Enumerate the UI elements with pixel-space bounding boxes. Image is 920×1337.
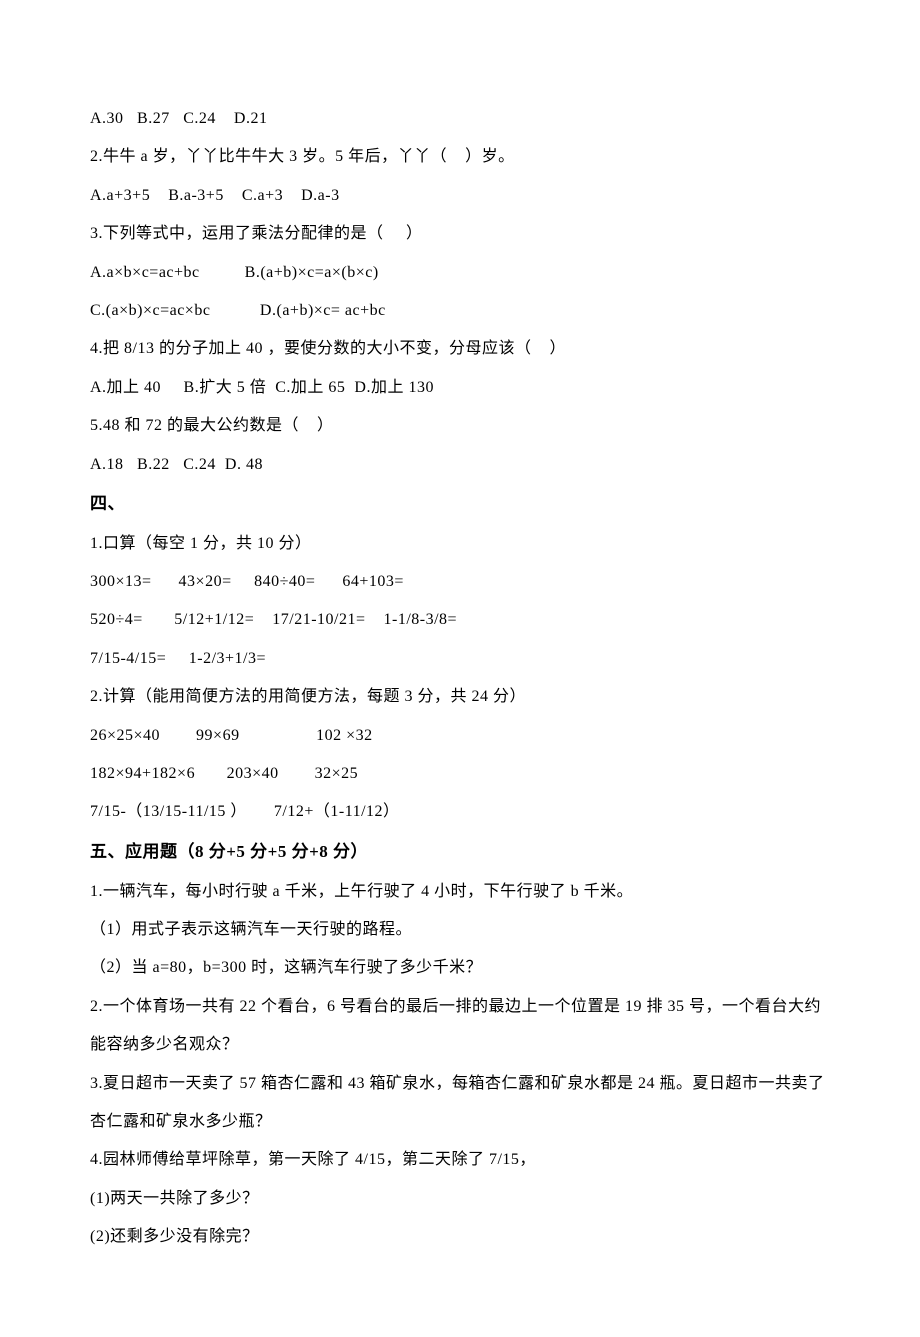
- word-q4-stem: 4.园林师傅给草坪除草，第一天除了 4/15，第二天除了 7/15，: [90, 1141, 830, 1179]
- calc-part1-row2: 520÷4= 5/12+1/12= 17/21-10/21= 1-1/8-3/8…: [90, 601, 830, 639]
- mc-q1-options: A.30 B.27 C.24 D.21: [90, 100, 830, 138]
- word-q1-sub2: （2）当 a=80，b=300 时，这辆汽车行驶了多少千米？: [90, 949, 830, 987]
- calc-part2-row1: 26×25×40 99×69 102 ×32: [90, 717, 830, 755]
- mc-q5-options: A.18 B.22 C.24 D. 48: [90, 446, 830, 484]
- calc-part2-title: 2.计算（能用简便方法的用简便方法，每题 3 分，共 24 分）: [90, 678, 830, 716]
- calc-part2-row3: 7/15-（13/15-11/15 ） 7/12+（1-11/12）: [90, 793, 830, 831]
- mc-q4-options: A.加上 40 B.扩大 5 倍 C.加上 65 D.加上 130: [90, 369, 830, 407]
- mc-q4-stem: 4.把 8/13 的分子加上 40 ，要使分数的大小不变，分母应该（ ）: [90, 330, 830, 368]
- word-q2: 2.一个体育场一共有 22 个看台，6 号看台的最后一排的最边上一个位置是 19…: [90, 988, 830, 1065]
- calc-part1-row1: 300×13= 43×20= 840÷40= 64+103=: [90, 563, 830, 601]
- word-q1-sub1: （1）用式子表示这辆汽车一天行驶的路程。: [90, 911, 830, 949]
- mc-q2-stem: 2.牛牛 a 岁，丫丫比牛牛大 3 岁。5 年后，丫丫（ ）岁。: [90, 138, 830, 176]
- mc-q3-stem: 3.下列等式中，运用了乘法分配律的是（ ）: [90, 215, 830, 253]
- section-5-heading: 五、应用题（8 分+5 分+5 分+8 分）: [90, 832, 830, 873]
- calc-part2-row2: 182×94+182×6 203×40 32×25: [90, 755, 830, 793]
- word-q4-sub1: (1)两天一共除了多少？: [90, 1180, 830, 1218]
- section-4-heading: 四、: [90, 484, 830, 525]
- calc-part1-row3: 7/15-4/15= 1-2/3+1/3=: [90, 640, 830, 678]
- mc-q3-options-ab: A.a×b×c=ac+bc B.(a+b)×c=a×(b×c): [90, 254, 830, 292]
- mc-q5-stem: 5.48 和 72 的最大公约数是（ ）: [90, 407, 830, 445]
- mc-q3-options-cd: C.(a×b)×c=ac×bc D.(a+b)×c= ac+bc: [90, 292, 830, 330]
- word-q3: 3.夏日超市一天卖了 57 箱杏仁露和 43 箱矿泉水，每箱杏仁露和矿泉水都是 …: [90, 1065, 830, 1142]
- word-q4-sub2: (2)还剩多少没有除完？: [90, 1218, 830, 1256]
- mc-q2-options: A.a+3+5 B.a-3+5 C.a+3 D.a-3: [90, 177, 830, 215]
- word-q1-stem: 1.一辆汽车，每小时行驶 a 千米，上午行驶了 4 小时，下午行驶了 b 千米。: [90, 873, 830, 911]
- calc-part1-title: 1.口算（每空 1 分，共 10 分）: [90, 525, 830, 563]
